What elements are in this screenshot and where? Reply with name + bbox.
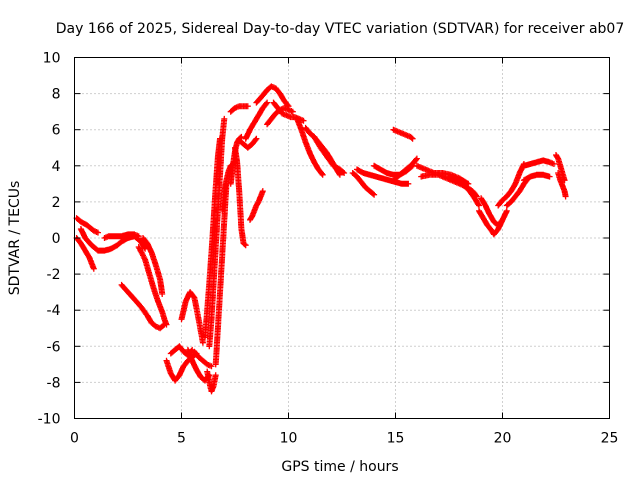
series-decay-3 [311, 133, 348, 176]
series-plateau-4 [247, 188, 266, 223]
y-tick-label: -6 [47, 339, 61, 355]
series-markers [73, 215, 101, 236]
x-tick-label: 0 [70, 431, 79, 447]
series-markers [140, 235, 166, 297]
series-markers [232, 144, 249, 249]
series-late-1 [520, 171, 553, 184]
series-markers [478, 195, 510, 229]
series-early-arc-1 [73, 215, 101, 236]
y-tick-label: 8 [52, 87, 61, 103]
series-late-end-1 [553, 152, 568, 184]
series-plateau-1 [227, 103, 251, 115]
series-markers [135, 244, 170, 328]
series-markers [354, 166, 412, 187]
series-sharp-rise-2 [202, 135, 223, 341]
x-tick-label: 25 [601, 431, 619, 447]
series-morning-dip-3 [140, 235, 166, 297]
series-afternoon-2 [354, 166, 412, 187]
series-markers [553, 152, 568, 184]
axis-ticks-layer: 0 5 10 15 20 25 -10 -8 -6 -4 -2 0 2 4 6 8 10 [38, 51, 619, 447]
series-markers [349, 170, 378, 198]
x-axis-label: GPS time / hours [281, 459, 398, 475]
series-markers [204, 368, 219, 395]
series-markers [253, 83, 292, 110]
series-deep-minimum-3 [178, 289, 206, 346]
series-deep-minimum-6 [204, 368, 219, 395]
series-markers [236, 135, 260, 151]
data-series-layer [73, 83, 569, 395]
grid-layer [74, 57, 610, 419]
series-evening-dip-2 [478, 195, 510, 229]
series-isolated-arc [390, 126, 416, 142]
series-peak-3 [270, 99, 307, 124]
y-tick-label: -8 [47, 375, 61, 391]
y-tick-label: 2 [52, 195, 61, 211]
series-plateau-5 [242, 99, 271, 142]
series-markers [311, 133, 348, 176]
series-early-arc-4 [101, 231, 142, 241]
y-tick-label: -2 [47, 267, 61, 283]
series-markers [520, 171, 553, 184]
series-plateau-2 [232, 144, 249, 249]
series-markers [227, 103, 251, 115]
series-markers [118, 281, 168, 332]
series-markers [390, 126, 416, 142]
series-late-end-2 [555, 170, 569, 200]
series-markers [101, 231, 142, 241]
series-markers [392, 155, 420, 182]
series-deep-minimum-5 [191, 348, 215, 370]
chart-title: Day 166 of 2025, Sidereal Day-to-day VTE… [56, 21, 625, 37]
series-evening-3 [446, 175, 482, 209]
series-markers [242, 99, 271, 142]
x-tick-label: 15 [387, 431, 405, 447]
series-late-2 [520, 157, 557, 169]
series-morning-dip-2 [135, 244, 170, 328]
series-late-rise-1 [495, 161, 527, 209]
series-markers [212, 180, 230, 368]
y-tick-label: -10 [38, 412, 61, 428]
series-markers [202, 135, 223, 341]
y-tick-label: -4 [47, 303, 61, 319]
series-markers [294, 115, 326, 178]
series-peak-1 [253, 83, 292, 110]
series-markers [247, 188, 266, 223]
y-tick-label: 6 [52, 123, 61, 139]
series-markers [520, 157, 557, 169]
x-tick-label: 10 [280, 431, 298, 447]
series-sharp-rise-3 [212, 180, 230, 368]
series-plateau-3 [236, 135, 260, 151]
y-tick-label: 4 [52, 159, 61, 175]
series-afternoon-1 [349, 170, 378, 198]
series-markers [191, 348, 215, 370]
y-tick-label: 10 [43, 51, 61, 67]
series-markers [446, 175, 482, 209]
x-tick-label: 5 [177, 431, 186, 447]
series-decay-1 [294, 115, 326, 178]
y-axis-label: SDTVAR / TECUs [7, 181, 23, 296]
x-tick-label: 20 [494, 431, 512, 447]
series-markers [270, 99, 307, 124]
series-markers [178, 289, 206, 346]
series-markers [495, 161, 527, 209]
series-morning-dip-1 [118, 281, 168, 332]
y-tick-label: 0 [52, 231, 61, 247]
series-markers [555, 170, 569, 200]
series-afternoon-4 [392, 155, 420, 182]
